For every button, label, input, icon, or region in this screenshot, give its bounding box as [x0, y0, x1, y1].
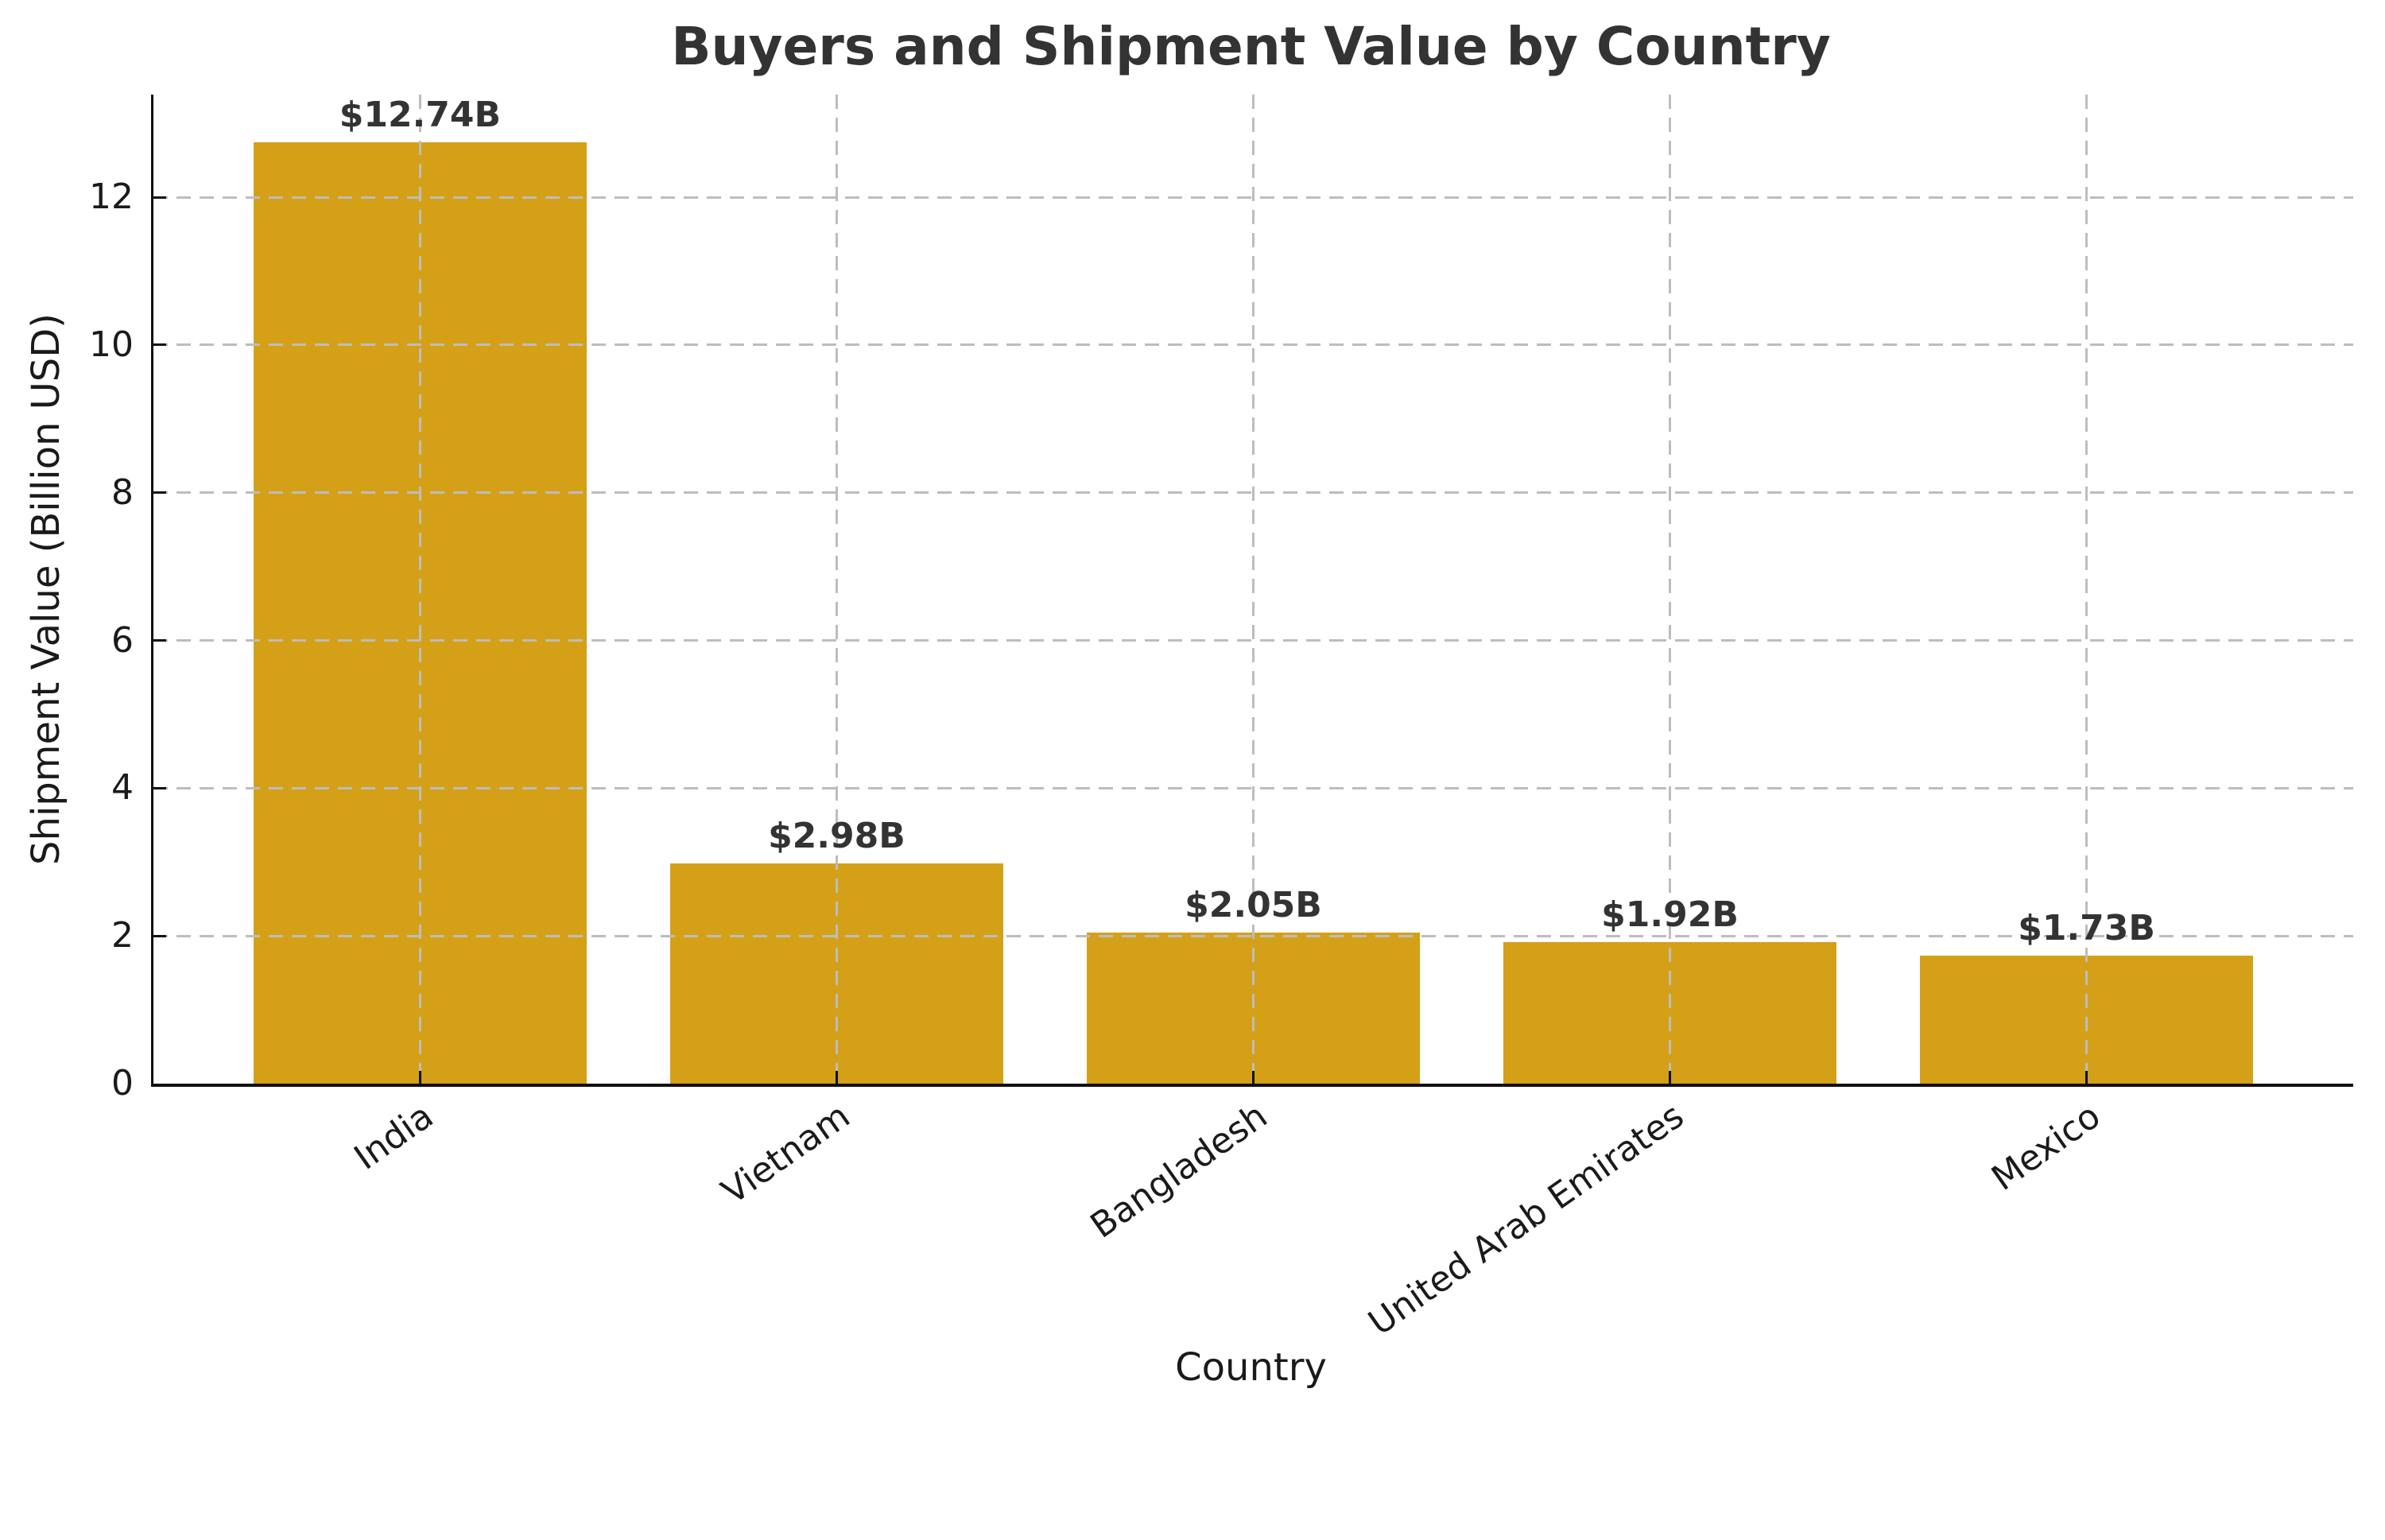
chart-title: Buyers and Shipment Value by Country	[671, 16, 1831, 77]
y-tick-mark	[153, 786, 166, 789]
x-tick-mark	[1252, 1071, 1255, 1084]
bar-value-label: $1.92B	[1601, 894, 1739, 935]
bar-value-label: $2.05B	[1185, 884, 1322, 925]
y-tick-label: 10	[89, 324, 134, 365]
y-tick-mark	[153, 639, 166, 642]
gridline-vertical	[835, 95, 838, 1084]
gridline-vertical	[1669, 95, 1672, 1084]
x-tick-label: India	[347, 1096, 441, 1178]
gridline-vertical	[1252, 95, 1255, 1084]
y-tick-mark	[153, 491, 166, 495]
y-tick-mark	[153, 934, 166, 937]
bar-value-label: $12.74B	[339, 95, 502, 136]
y-tick-mark	[153, 196, 166, 199]
y-tick-label: 2	[111, 915, 134, 956]
x-tick-mark	[2085, 1071, 2088, 1084]
y-tick-label: 12	[89, 176, 134, 218]
bar-value-label: $1.73B	[2018, 908, 2155, 949]
gridline-vertical	[418, 95, 421, 1084]
y-tick-label: 8	[111, 471, 134, 513]
x-tick-mark	[1669, 1071, 1672, 1084]
x-axis-label: Country	[1175, 1345, 1327, 1390]
y-tick-label: 0	[111, 1063, 134, 1104]
bar-value-label: $2.98B	[768, 816, 906, 857]
y-tick-label: 4	[111, 767, 134, 809]
y-tick-mark	[153, 343, 166, 347]
y-tick-label: 6	[111, 619, 134, 661]
x-tick-mark	[418, 1071, 421, 1084]
x-tick-mark	[835, 1071, 838, 1084]
bar-chart-figure: Buyers and Shipment Value by Country Shi…	[24, 16, 2353, 1390]
plot-area: $12.74B $2.98B $2.05B $1.92B $1.73B	[151, 95, 2353, 1087]
gridline-vertical	[2085, 95, 2088, 1084]
